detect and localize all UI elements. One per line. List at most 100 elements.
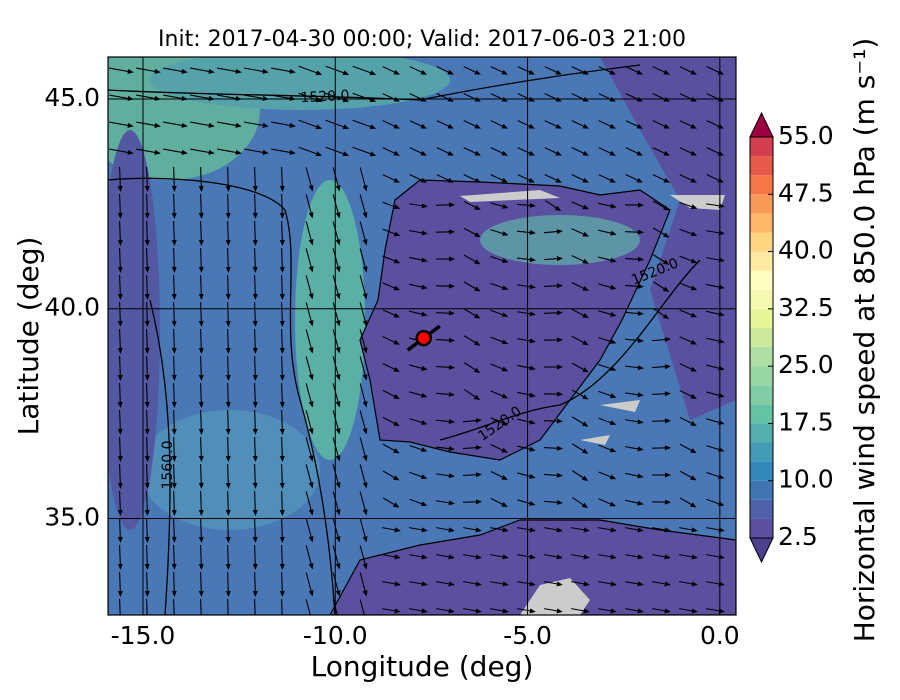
wind-arrow-head [362,482,368,489]
wind-arrow-head [393,231,401,237]
calm-patch [108,130,160,530]
wind-arrow [200,166,202,190]
wind-arrow-head [556,283,563,289]
wind-arrow-head [335,239,341,246]
colorbar-band [750,499,773,519]
wind-arrow-head [582,177,589,183]
wind-arrow-head [420,177,427,183]
wind-arrow-head [610,203,617,209]
wind-arrow-head [474,259,481,265]
wind-arrow-head [582,123,589,129]
wind-arrow-head [662,286,670,292]
wind-patch [480,215,640,265]
wind-arrow [119,274,121,298]
wind-arrow-head [198,482,204,489]
wind-arrow-head [117,455,123,462]
wind-arrow [173,274,175,298]
wind-arrow-head [556,581,563,587]
wind-arrow-head [144,455,150,462]
wind-arrow-head [362,536,368,543]
wind-arrow-head [448,337,455,343]
wind-arrow [281,409,283,433]
wind-arrow-head [556,472,563,478]
wind-arrow-head [171,455,177,462]
wind-arrow [136,148,158,154]
wind-arrow-head [690,339,698,345]
wind-arrow-head [448,202,455,208]
wind-arrow-head [362,455,368,462]
wind-arrow-head [556,256,563,262]
wind-arrow [305,410,313,432]
wind-arrow-head [663,205,670,211]
wind-arrow [146,598,148,615]
wind-arrow-head [637,446,644,452]
wind-arrow-head [637,500,644,506]
wind-arrow-head [154,95,161,101]
wind-arrow-head [583,554,590,560]
wind-arrow-head [475,608,482,614]
wind-arrow [359,329,367,351]
colorbar-tick-label: 17.5 [778,407,834,436]
wind-arrow [146,355,148,379]
wind-arrow-head [289,68,296,74]
wind-arrow [173,517,175,541]
wind-arrow-head [225,455,231,462]
x-tick-label: -15.0 [111,621,176,650]
wind-arrow [109,121,131,127]
wind-arrow-head [252,590,258,597]
wind-arrow-head [279,509,285,516]
x-axis-label: Longitude (deg) [311,650,534,683]
wind-arrow-head [529,581,536,587]
wind-arrow-head [501,123,508,129]
wind-arrow-head [393,69,400,75]
wind-arrow-head [117,185,123,192]
wind-arrow [281,355,283,379]
wind-arrow-head [691,554,698,560]
wind-arrow-head [369,151,377,157]
wind-arrow-head [308,293,314,300]
wind-arrow [332,518,340,540]
wind-arrow-head [208,122,215,128]
wind-arrow [227,301,229,325]
wind-arrow-head [501,339,509,345]
wind-arrow-head [421,581,428,587]
wind-arrow [119,598,121,615]
wind-arrow-head [117,563,123,570]
wind-arrow-head [420,447,428,452]
colorbar-tick-label: 10.0 [778,465,834,494]
wind-arrow-head [475,527,482,533]
wind-arrow [254,274,256,298]
wind-arrow-head [279,320,285,327]
wind-arrow-head [393,421,400,427]
wind-arrow [217,67,239,73]
wind-arrow-head [171,590,177,597]
wind-arrow-head [117,320,123,327]
wind-arrow-head [198,590,204,597]
wind-arrow-head [144,266,150,273]
wind-arrow [281,571,283,595]
wind-arrow-head [475,418,482,424]
wind-arrow [332,329,340,351]
colorbar-tick-label: 55.0 [778,121,834,150]
wind-arrow-head [308,185,314,192]
wind-arrow-head [235,95,242,101]
wind-arrow [305,464,313,486]
wind-arrow-head [393,204,401,210]
wind-arrow-head [690,150,697,156]
wind-arrow [281,490,283,514]
wind-arrow [146,517,148,541]
wind-arrow-head [335,212,341,219]
wind-arrow [200,544,202,568]
wind-arrow-head [117,590,123,597]
colorbar-band [750,366,773,386]
wind-arrow [136,67,158,73]
wind-arrow [332,248,340,270]
wind-arrow-head [225,509,231,516]
wind-arrow-head [420,69,427,75]
wind-arrow-head [279,266,285,273]
wind-arrow-head [475,581,482,587]
wind-arrow [359,491,367,513]
wind-arrow-head [556,418,563,424]
wind-arrow-head [225,293,231,300]
wind-arrow-head [501,393,509,399]
